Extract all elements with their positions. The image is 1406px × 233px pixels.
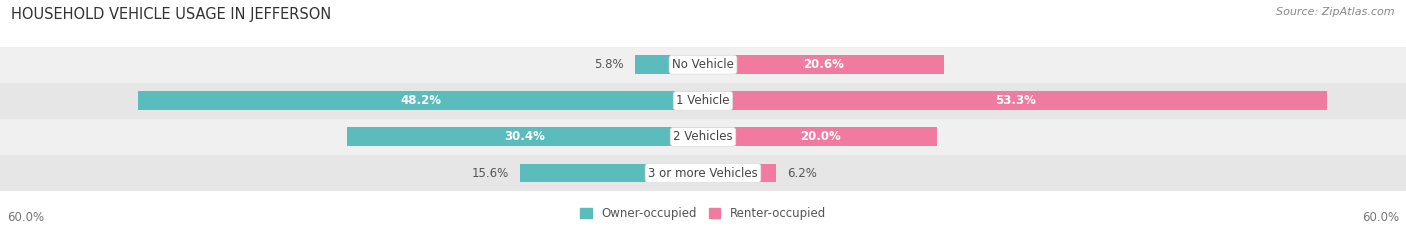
Text: 60.0%: 60.0% xyxy=(1362,211,1399,224)
Text: 20.0%: 20.0% xyxy=(800,130,841,143)
Text: 2 Vehicles: 2 Vehicles xyxy=(673,130,733,143)
Text: 3 or more Vehicles: 3 or more Vehicles xyxy=(648,167,758,179)
Text: 5.8%: 5.8% xyxy=(593,58,623,71)
Bar xyxy=(636,55,703,74)
Bar xyxy=(0,155,1406,191)
Bar xyxy=(138,91,703,110)
Legend: Owner-occupied, Renter-occupied: Owner-occupied, Renter-occupied xyxy=(575,202,831,225)
Bar xyxy=(0,83,1406,119)
Bar xyxy=(520,164,703,182)
Bar xyxy=(347,127,703,146)
Bar xyxy=(703,55,945,74)
Text: 6.2%: 6.2% xyxy=(787,167,817,179)
Text: 48.2%: 48.2% xyxy=(401,94,441,107)
Text: 60.0%: 60.0% xyxy=(7,211,44,224)
Text: 20.6%: 20.6% xyxy=(803,58,844,71)
Text: 15.6%: 15.6% xyxy=(471,167,509,179)
Text: 30.4%: 30.4% xyxy=(505,130,546,143)
Bar xyxy=(0,47,1406,83)
Bar xyxy=(703,164,776,182)
Text: HOUSEHOLD VEHICLE USAGE IN JEFFERSON: HOUSEHOLD VEHICLE USAGE IN JEFFERSON xyxy=(11,7,332,22)
Text: Source: ZipAtlas.com: Source: ZipAtlas.com xyxy=(1277,7,1395,17)
Text: No Vehicle: No Vehicle xyxy=(672,58,734,71)
Text: 1 Vehicle: 1 Vehicle xyxy=(676,94,730,107)
Bar xyxy=(0,119,1406,155)
Bar xyxy=(703,127,938,146)
Text: 53.3%: 53.3% xyxy=(995,94,1036,107)
Bar xyxy=(703,91,1327,110)
